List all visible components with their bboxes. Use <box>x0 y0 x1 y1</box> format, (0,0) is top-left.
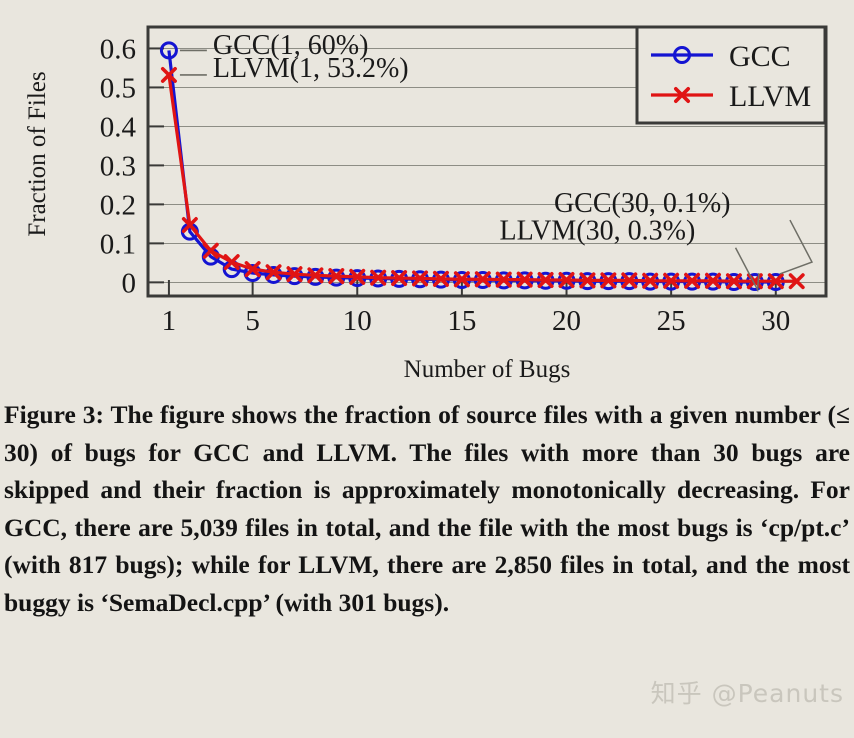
y-tick-label: 0.1 <box>100 228 136 260</box>
x-tick-label: 10 <box>343 305 372 337</box>
x-tick-label: 30 <box>761 305 790 337</box>
annotation-llvm-first: LLVM(1, 53.2%) <box>213 53 409 84</box>
y-tick-label: 0.5 <box>100 72 136 104</box>
chart-figure: 0 0.1 0.2 0.3 0.4 0.5 0.6 1 5 10 15 20 25 30 GCC(1, 60… <box>24 25 828 383</box>
x-axis-label: Number of Bugs <box>403 356 571 383</box>
legend-label-gcc: GCC <box>729 40 791 73</box>
annotation-gcc-last: GCC(30, 0.1%) <box>554 188 731 219</box>
caption-text: The figure shows the fraction of source … <box>4 400 850 617</box>
annotation-llvm-last: LLVM(30, 0.3%) <box>500 216 696 247</box>
y-tick-label: 0.4 <box>100 111 137 143</box>
annotation-gcc-first: GCC(1, 60%) <box>213 30 369 61</box>
x-tick-label: 25 <box>657 305 686 337</box>
watermark: 知乎 @Peanuts <box>650 679 844 708</box>
legend-label-llvm: LLVM <box>729 80 811 113</box>
y-tick-label: 0 <box>122 267 137 299</box>
x-tick-label: 15 <box>447 305 476 337</box>
figure-caption: Figure 3: The figure shows the fraction … <box>4 396 850 621</box>
y-axis-label: Fraction of Files <box>24 71 51 237</box>
x-tick-label: 1 <box>162 305 177 337</box>
y-tick-label: 0.3 <box>100 150 136 182</box>
chart-legend: GCC LLVM <box>635 25 827 125</box>
x-tick-label: 20 <box>552 305 581 337</box>
x-tick-label: 5 <box>245 305 260 337</box>
caption-label: Figure 3: <box>4 400 104 429</box>
plot-frame <box>146 25 828 298</box>
annotations: GCC(1, 60%)LLVM(1, 53.2%)GCC(30, 0.1%)LL… <box>179 30 814 293</box>
y-tick-label: 0.6 <box>100 33 136 65</box>
y-tick-label: 0.2 <box>100 189 136 221</box>
